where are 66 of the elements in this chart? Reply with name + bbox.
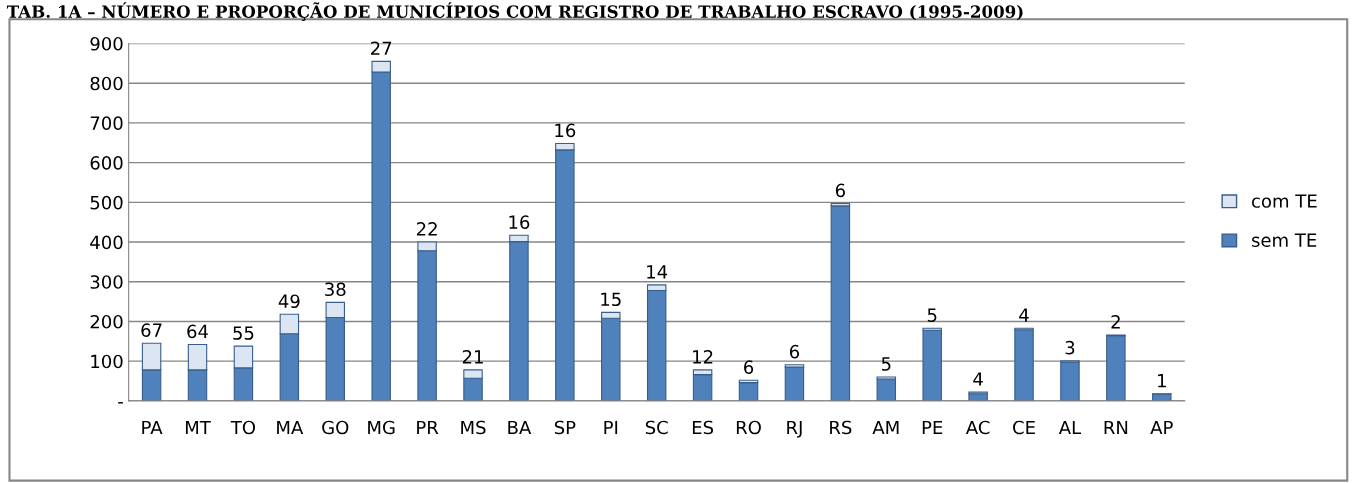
y-tick-label: 100 (91, 354, 123, 369)
data-label: 38 (325, 282, 346, 297)
x-tick-label: PI (604, 420, 618, 435)
data-label: 67 (141, 323, 162, 338)
y-tick-label: 500 (90, 195, 123, 210)
y-tick-label: 700 (90, 116, 123, 131)
data-label: 5 (927, 308, 937, 322)
chart-title: TAB. 1A – NÚMERO E PROPORÇÃO DE MUNICÍPIOS COM REGISTRO DE TRABALHO ESCRAVO (1995-2009) (6, 2, 1023, 21)
data-label: 21 (462, 349, 483, 364)
data-label: 27 (371, 41, 392, 55)
x-tick-label: AM (872, 420, 899, 435)
x-tick-label: RJ (787, 420, 802, 438)
y-tick-label: 900 (90, 36, 123, 51)
bar (784, 366, 805, 401)
x-tick-label: RS (830, 420, 852, 435)
x-tick-label: TO (230, 420, 256, 435)
data-label: 6 (744, 360, 754, 374)
bar (830, 205, 851, 401)
data-label: 2 (1111, 315, 1120, 329)
bar (922, 329, 942, 401)
x-tick-label: AL (1058, 420, 1082, 435)
data-label: 4 (1019, 308, 1029, 322)
x-tick-label: PA (142, 420, 163, 435)
x-tick-label: AP (1150, 420, 1173, 435)
x-tick-label: MS (461, 420, 486, 435)
x-tick-label: GO (322, 420, 349, 435)
data-label: 64 (187, 324, 208, 339)
data-label: 16 (555, 123, 576, 138)
data-label: 14 (647, 265, 668, 279)
data-label: 3 (1065, 340, 1075, 355)
y-tick-label: 400 (90, 235, 123, 250)
x-tick-label: CE (1013, 420, 1035, 435)
x-tick-label: MT (185, 420, 211, 435)
x-tick-label: PR (417, 420, 439, 435)
data-label: 22 (416, 222, 437, 236)
x-tick-label: AC (965, 420, 990, 435)
data-label: 4 (973, 372, 983, 386)
data-label: 16 (509, 215, 530, 230)
data-label: 55 (233, 326, 254, 340)
x-tick-label: RO (736, 420, 761, 435)
x-tick-label: PE (922, 420, 943, 435)
data-label: 5 (881, 357, 891, 371)
x-tick-label: ES (692, 420, 714, 435)
x-tick-label: RN (1104, 420, 1128, 435)
y-tick-label: 200 (90, 314, 123, 329)
y-tick-label: 800 (90, 76, 123, 91)
y-tick-label: 600 (90, 156, 123, 170)
y-tick-label: - (118, 402, 123, 404)
data-label: 6 (835, 183, 845, 198)
bar (1014, 329, 1034, 401)
bar (1060, 361, 1080, 401)
data-label: 12 (693, 349, 713, 364)
bar (876, 378, 897, 401)
x-tick-label: BA (508, 420, 532, 435)
bar (1106, 335, 1126, 401)
data-label: 15 (601, 292, 621, 307)
data-label: 6 (789, 344, 800, 359)
x-tick-label: SP (554, 420, 576, 435)
data-label: 1 (1158, 374, 1166, 388)
legend-label: com TE (1252, 194, 1317, 208)
x-tick-label: SC (645, 420, 668, 435)
y-tick-label: 300 (90, 275, 123, 289)
x-tick-label: MG (368, 420, 395, 435)
x-tick-label: MA (277, 420, 304, 435)
legend-label: sem TE (1251, 233, 1317, 247)
data-label: 49 (278, 294, 300, 309)
